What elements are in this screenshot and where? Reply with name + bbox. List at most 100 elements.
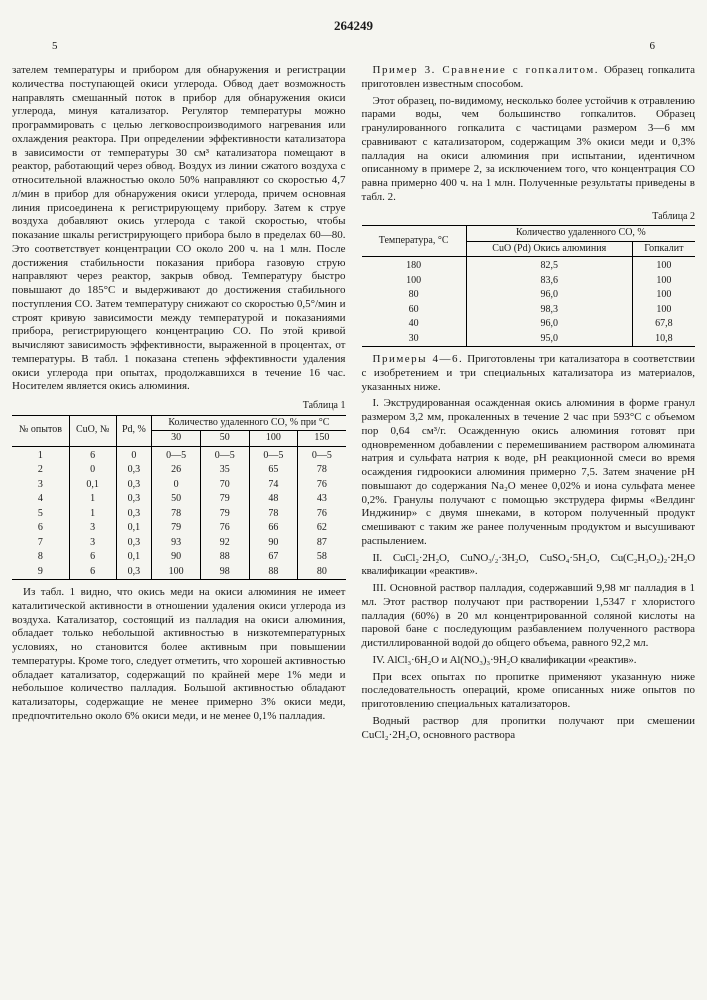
page-left: 5 — [52, 40, 58, 54]
table-cell: 0,1 — [69, 478, 116, 493]
table-row: 6098,3100 — [362, 303, 696, 318]
table-cell: 30 — [362, 332, 467, 347]
right-para-6: III. Основной раствор палладия, содержав… — [362, 582, 696, 651]
examples46-heading: Примеры 4—6. — [373, 353, 464, 365]
right-para-4: I. Экструдированная осажденная окись алю… — [362, 397, 696, 548]
table-cell: 95,0 — [466, 332, 632, 347]
table-cell: 0,3 — [116, 478, 152, 493]
t1-h-experiments: № опытов — [12, 415, 69, 446]
right-para-7: IV. AlCl₃·6H₂O и Al(NO₃)₃·9H₂O квалифика… — [362, 654, 696, 668]
table-cell: 93 — [152, 536, 201, 551]
table-row: 3095,010,8 — [362, 332, 696, 347]
table-cell: 0—5 — [152, 446, 201, 463]
right-para-1: Пример 3. Сравнение с гопкалитом. Образе… — [362, 64, 696, 92]
table-cell: 6 — [69, 446, 116, 463]
table-cell: 76 — [298, 478, 346, 493]
table-cell: 78 — [152, 507, 201, 522]
table-cell: 3 — [69, 536, 116, 551]
table-cell: 88 — [200, 550, 249, 565]
table-cell: 3 — [12, 478, 69, 493]
table-cell: 100 — [632, 257, 695, 274]
table-cell: 79 — [200, 492, 249, 507]
table-cell: 62 — [298, 521, 346, 536]
table-cell: 1 — [69, 507, 116, 522]
table-cell: 0,1 — [116, 521, 152, 536]
table-cell: 40 — [362, 317, 467, 332]
table-row: 200,326356578 — [12, 463, 346, 478]
table-cell: 98 — [200, 565, 249, 580]
table1-label: Таблица 1 — [12, 400, 346, 413]
table-cell: 100 — [632, 303, 695, 318]
table-cell: 79 — [152, 521, 201, 536]
table-cell: 0,3 — [116, 463, 152, 478]
right-para-3: Примеры 4—6. Приготовлены три катализато… — [362, 353, 696, 394]
table-cell: 1 — [12, 446, 69, 463]
table-cell: 100 — [362, 274, 467, 289]
table-row: 30,10,30707476 — [12, 478, 346, 493]
t1-h-pd: Pd, % — [116, 415, 152, 446]
example3-heading: Пример 3. Сравнение с гопкалитом. — [373, 64, 599, 76]
table-cell: 4 — [12, 492, 69, 507]
table-cell: 96,0 — [466, 288, 632, 303]
table-cell: 67,8 — [632, 317, 695, 332]
right-para-5: II. CuCl₂·2H₂O, CuNO₃/₂·3H₂O, CuSO₄·5H₂O… — [362, 552, 696, 580]
t1-body: 1600—50—50—50—5200,32635657830,10,307074… — [12, 446, 346, 580]
table-row: 630,179766662 — [12, 521, 346, 536]
table-cell: 100 — [632, 274, 695, 289]
right-para-8: При всех опытах по пропитке применяют ук… — [362, 671, 696, 712]
table-cell: 76 — [200, 521, 249, 536]
table-cell: 58 — [298, 550, 346, 565]
table-cell: 74 — [249, 478, 298, 493]
left-para-1: зателем температуры и прибором для обнар… — [12, 64, 346, 394]
table-cell: 83,6 — [466, 274, 632, 289]
table-cell: 6 — [69, 550, 116, 565]
table-cell: 180 — [362, 257, 467, 274]
table-cell: 6 — [69, 565, 116, 580]
table-cell: 50 — [152, 492, 201, 507]
t1-h-30: 30 — [152, 431, 201, 447]
table-row: 1600—50—50—50—5 — [12, 446, 346, 463]
table-cell: 100 — [632, 288, 695, 303]
table-cell: 0—5 — [298, 446, 346, 463]
table-cell: 60 — [362, 303, 467, 318]
document-number: 264249 — [12, 18, 695, 34]
t1-h-cuo: CuO, № — [69, 415, 116, 446]
t2-h-temp: Температура, °С — [362, 226, 467, 257]
table-row: 510,378797876 — [12, 507, 346, 522]
table-cell: 0,1 — [116, 550, 152, 565]
table-cell: 9 — [12, 565, 69, 580]
table-cell: 0—5 — [249, 446, 298, 463]
table-row: 860,190886758 — [12, 550, 346, 565]
table-row: 10083,6100 — [362, 274, 696, 289]
t2-body: 18082,510010083,61008096,01006098,310040… — [362, 257, 696, 347]
table-2: Температура, °С Количество удаленного CO… — [362, 225, 696, 347]
right-column: Пример 3. Сравнение с гопкалитом. Образе… — [362, 64, 696, 745]
table-cell: 67 — [249, 550, 298, 565]
table-row: 730,393929087 — [12, 536, 346, 551]
table-cell: 80 — [298, 565, 346, 580]
t1-h-50: 50 — [200, 431, 249, 447]
left-para-2: Из табл. 1 видно, что окись меди на окис… — [12, 586, 346, 724]
t2-h-group: Количество удаленного CO, % — [466, 226, 695, 242]
table-cell: 26 — [152, 463, 201, 478]
table-cell: 10,8 — [632, 332, 695, 347]
table-cell: 66 — [249, 521, 298, 536]
table-cell: 0—5 — [200, 446, 249, 463]
table-1: № опытов CuO, № Pd, % Количество удаленн… — [12, 415, 346, 581]
right-para-2: Этот образец, по-видимому, несколько бол… — [362, 95, 696, 205]
table-cell: 90 — [152, 550, 201, 565]
right-para-9: Водный раствор для пропитки получают при… — [362, 715, 696, 743]
table2-label: Таблица 2 — [362, 211, 696, 224]
table-cell: 70 — [200, 478, 249, 493]
table-cell: 0,3 — [116, 507, 152, 522]
table-row: 4096,067,8 — [362, 317, 696, 332]
table-cell: 0 — [69, 463, 116, 478]
content-columns: зателем температуры и прибором для обнар… — [12, 64, 695, 745]
table-cell: 90 — [249, 536, 298, 551]
table-cell: 82,5 — [466, 257, 632, 274]
table-cell: 0,3 — [116, 536, 152, 551]
t1-h-100: 100 — [249, 431, 298, 447]
table-cell: 92 — [200, 536, 249, 551]
t1-h-group: Количество удаленного CO, % при °С — [152, 415, 346, 431]
table-cell: 78 — [249, 507, 298, 522]
